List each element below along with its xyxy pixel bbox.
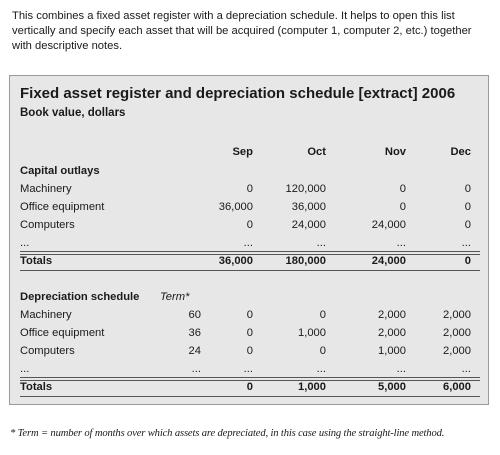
totals-label: Totals — [20, 381, 53, 393]
row-label: Computers — [20, 345, 75, 357]
footnote: * Term = number of months over which ass… — [10, 428, 445, 439]
value-cell: 0 — [464, 219, 471, 231]
row-label: Computers — [20, 219, 75, 231]
totals-cell: 180,000 — [285, 255, 326, 267]
totals-cell: 0 — [246, 381, 253, 393]
rule — [20, 396, 480, 397]
value-cell: 36,000 — [291, 201, 326, 213]
totals-cell: 6,000 — [443, 381, 471, 393]
value-cell: 0 — [399, 183, 406, 195]
value-cell: 24,000 — [371, 219, 406, 231]
value-cell: 0 — [464, 183, 471, 195]
value-cell: 0 — [246, 309, 253, 321]
value-cell: ... — [243, 363, 253, 375]
value-cell: 0 — [319, 309, 326, 321]
value-cell: 24,000 — [291, 219, 326, 231]
double-rule — [20, 251, 480, 255]
value-cell: 0 — [246, 327, 253, 339]
term-cell: 36 — [188, 327, 201, 339]
term-cell: 24 — [188, 345, 201, 357]
value-cell: 2,000 — [443, 345, 471, 357]
section-heading: Depreciation schedule — [20, 291, 140, 303]
value-cell: 0 — [246, 345, 253, 357]
row-label: ... — [20, 363, 30, 375]
value-cell: 2,000 — [378, 309, 406, 321]
column-header: Dec — [450, 146, 471, 158]
totals-cell: 1,000 — [298, 381, 326, 393]
section-heading: Capital outlays — [20, 165, 100, 177]
term-cell: ... — [191, 363, 201, 375]
value-cell: 1,000 — [298, 327, 326, 339]
totals-cell: 5,000 — [378, 381, 406, 393]
totals-cell: 36,000 — [218, 255, 253, 267]
intro-text: This combines a fixed asset register wit… — [12, 10, 472, 52]
value-cell: 0 — [464, 201, 471, 213]
value-cell: ... — [316, 237, 326, 249]
value-cell: 2,000 — [443, 309, 471, 321]
row-label: Office equipment — [20, 327, 105, 339]
value-cell: 2,000 — [443, 327, 471, 339]
value-cell: 1,000 — [378, 345, 406, 357]
value-cell: ... — [461, 363, 471, 375]
totals-cell: 24,000 — [371, 255, 406, 267]
value-cell: 2,000 — [378, 327, 406, 339]
value-cell: ... — [316, 363, 326, 375]
totals-label: Totals — [20, 255, 53, 267]
column-header: Sep — [232, 146, 253, 158]
row-label: Machinery — [20, 183, 72, 195]
double-rule — [20, 377, 480, 381]
value-cell: 120,000 — [285, 183, 326, 195]
row-label: Machinery — [20, 309, 72, 321]
value-cell: ... — [461, 237, 471, 249]
table-subtitle: Book value, dollars — [20, 107, 126, 119]
term-header: Term* — [160, 291, 190, 303]
totals-cell: 0 — [464, 255, 471, 267]
value-cell: 0 — [319, 345, 326, 357]
value-cell: 0 — [399, 201, 406, 213]
value-cell: ... — [243, 237, 253, 249]
value-cell: ... — [396, 237, 406, 249]
column-header: Oct — [307, 146, 326, 158]
row-label: ... — [20, 237, 30, 249]
term-cell: 60 — [188, 309, 201, 321]
table-title: Fixed asset register and depreciation sc… — [20, 85, 456, 102]
value-cell: ... — [396, 363, 406, 375]
row-label: Office equipment — [20, 201, 105, 213]
rule — [20, 270, 480, 271]
table-panel: Fixed asset register and depreciation sc… — [9, 75, 489, 405]
column-header: Nov — [384, 146, 406, 158]
value-cell: 0 — [246, 183, 253, 195]
value-cell: 36,000 — [218, 201, 253, 213]
value-cell: 0 — [246, 219, 253, 231]
